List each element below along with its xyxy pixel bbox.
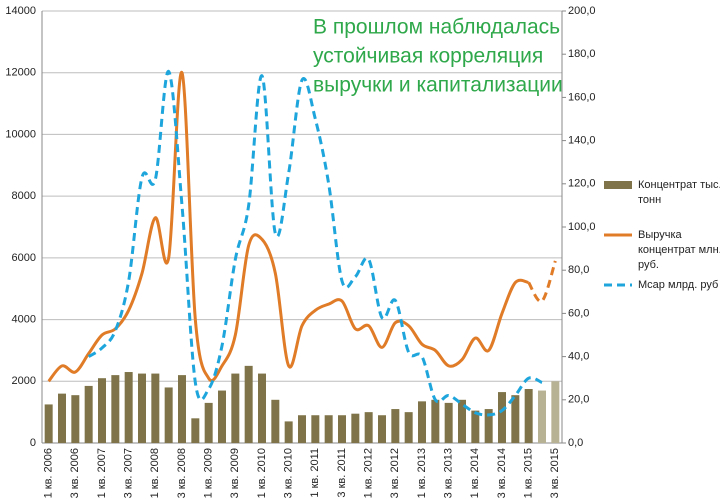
bar	[84, 385, 93, 443]
x-tick-label: 1 кв. 2013	[416, 448, 428, 498]
y2-tick-label: 120,0	[568, 178, 596, 190]
y2-tick-label: 0,0	[568, 437, 583, 449]
bar	[138, 373, 146, 443]
x-tick-label: 1 кв. 2014	[469, 448, 481, 498]
bar	[231, 373, 240, 443]
bar	[364, 412, 373, 443]
bar	[511, 395, 520, 443]
bar	[538, 390, 546, 443]
bar	[164, 387, 173, 443]
bar	[471, 410, 480, 443]
y-tick-label: 8000	[12, 190, 36, 202]
bar	[284, 421, 293, 443]
x-tick-label: 1 кв. 2011	[309, 448, 321, 498]
x-tick-label: 1 кв. 2010	[256, 448, 268, 498]
bar	[111, 375, 120, 443]
bar	[524, 389, 533, 443]
x-tick-label: 1 кв. 2009	[203, 448, 215, 498]
legend-label: Mcap млрд. руб	[638, 279, 718, 291]
x-tick-label: 1 кв. 2007	[96, 448, 108, 498]
bar	[98, 378, 106, 443]
bar	[204, 402, 213, 443]
bar	[551, 381, 560, 443]
x-tick-label: 3 кв. 2007	[123, 448, 135, 498]
bar	[351, 413, 360, 443]
y-tick-label: 14000	[5, 5, 36, 17]
y-tick-label: 0	[30, 437, 36, 449]
x-tick-label: 3 кв. 2010	[283, 448, 295, 498]
bar	[58, 393, 66, 443]
bar	[191, 418, 200, 443]
y-tick-label: 6000	[12, 252, 36, 264]
x-tick-label: 3 кв. 2015	[549, 448, 561, 498]
bar	[298, 415, 306, 443]
y2-tick-label: 180,0	[568, 48, 596, 60]
legend-label: Концентрат тыс. тонн	[638, 179, 720, 206]
bar	[338, 415, 346, 443]
y-tick-label: 2000	[12, 375, 36, 387]
x-tick-label: 3 кв. 2008	[176, 448, 188, 498]
bar	[458, 399, 466, 443]
bar	[324, 415, 333, 443]
x-tick-label: 1 кв. 2015	[523, 448, 535, 498]
bar	[178, 375, 186, 443]
bar	[244, 365, 253, 443]
y2-tick-label: 80,0	[568, 264, 589, 276]
y-tick-label: 12000	[5, 67, 36, 79]
bar	[271, 399, 280, 443]
bar	[378, 415, 386, 443]
bar	[71, 395, 80, 443]
x-tick-label: 3 кв. 2006	[69, 448, 81, 498]
bar	[218, 390, 226, 443]
legend-swatch	[604, 181, 632, 189]
y2-tick-label: 60,0	[568, 307, 589, 319]
y-tick-label: 4000	[12, 313, 36, 325]
x-tick-label: 1 кв. 2008	[149, 448, 161, 498]
annotation: устойчивая корреляция	[313, 45, 543, 68]
bar	[258, 373, 266, 443]
line	[527, 260, 557, 303]
x-tick-label: 3 кв. 2012	[389, 448, 401, 498]
bar	[444, 402, 453, 443]
bar	[498, 392, 506, 443]
bar	[404, 412, 413, 443]
y2-tick-label: 140,0	[568, 135, 596, 147]
bar	[151, 373, 160, 443]
line	[87, 69, 543, 417]
annotation: выручки и капитализации	[313, 74, 563, 97]
y-tick-label: 10000	[5, 128, 36, 140]
x-tick-label: 3 кв. 2011	[336, 448, 348, 498]
y2-tick-label: 200,0	[568, 5, 596, 17]
y2-tick-label: 40,0	[568, 351, 589, 363]
legend-label: Выручка концентрат млн. руб.	[638, 229, 720, 271]
bar	[431, 399, 440, 443]
x-tick-label: 3 кв. 2009	[229, 448, 241, 498]
x-tick-label: 3 кв. 2014	[496, 448, 508, 498]
y2-tick-label: 20,0	[568, 394, 589, 406]
annotation: В прошлом наблюдалась	[313, 16, 560, 39]
x-tick-label: 1 кв. 2006	[43, 448, 55, 498]
y2-tick-label: 160,0	[568, 91, 596, 103]
line	[47, 71, 529, 383]
bar	[391, 409, 400, 443]
y2-tick-label: 100,0	[568, 221, 596, 233]
bar	[418, 401, 426, 443]
bar	[124, 372, 133, 443]
bar	[44, 404, 53, 443]
x-tick-label: 3 кв. 2013	[443, 448, 455, 498]
bar	[311, 415, 320, 443]
x-tick-label: 1 кв. 2012	[363, 448, 375, 498]
bar	[484, 409, 493, 443]
